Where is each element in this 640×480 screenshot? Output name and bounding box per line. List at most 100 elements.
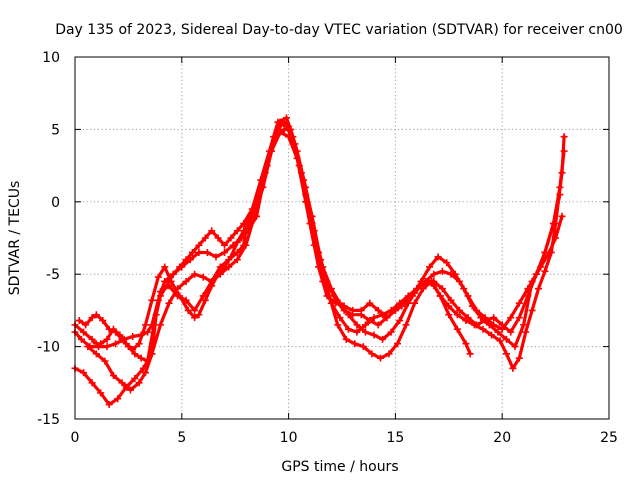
- data-point-marker: [426, 263, 434, 271]
- data-point-marker: [97, 340, 105, 348]
- data-point-marker: [402, 321, 410, 329]
- data-point-marker: [135, 379, 143, 387]
- data-point-marker: [221, 248, 229, 256]
- data-point-marker: [293, 154, 301, 162]
- data-point-marker: [490, 314, 498, 322]
- data-point-marker: [485, 321, 493, 329]
- data-point-marker: [556, 183, 564, 191]
- data-point-marker: [558, 212, 566, 220]
- y-tick-label: 0: [51, 195, 60, 211]
- data-point-marker: [507, 314, 515, 322]
- data-point-marker: [310, 241, 318, 249]
- data-point-marker: [502, 350, 510, 358]
- y-tick-label: 10: [42, 50, 60, 66]
- data-point-marker: [507, 328, 515, 336]
- data-point-marker: [394, 340, 402, 348]
- data-point-marker: [174, 285, 182, 293]
- data-point-marker: [131, 374, 139, 382]
- data-point-marker: [560, 147, 568, 155]
- plot-frame: [74, 56, 610, 420]
- data-point-marker: [199, 273, 207, 281]
- data-point-marker: [208, 227, 216, 235]
- data-point-marker: [203, 248, 211, 256]
- data-point-marker: [112, 328, 120, 336]
- data-point-marker: [97, 389, 105, 397]
- data-point-marker: [336, 314, 344, 322]
- data-point-marker: [436, 292, 444, 300]
- data-point-marker: [342, 335, 350, 343]
- data-point-marker: [344, 325, 352, 333]
- series-trace: [86, 130, 562, 392]
- data-point-marker: [443, 259, 451, 267]
- data-point-marker: [344, 311, 352, 319]
- chart-title: Day 135 of 2023, Sidereal Day-to-day VTE…: [55, 22, 623, 38]
- data-point-marker: [182, 256, 190, 264]
- data-point-marker: [282, 114, 290, 122]
- x-tick-label: 0: [71, 430, 80, 446]
- data-point-marker: [161, 277, 169, 285]
- data-point-marker: [250, 212, 258, 220]
- data-point-marker: [191, 306, 199, 314]
- data-point-marker: [462, 340, 470, 348]
- data-point-marker: [438, 267, 446, 275]
- data-point-marker: [494, 328, 502, 336]
- data-point-marker: [466, 350, 474, 358]
- data-point-marker: [103, 343, 111, 351]
- data-point-marker: [114, 395, 122, 403]
- data-point-marker: [430, 270, 438, 278]
- data-point-marker: [99, 317, 107, 325]
- data-point-marker: [82, 321, 90, 329]
- data-point-marker: [105, 401, 113, 409]
- data-point-marker: [156, 321, 164, 329]
- data-point-marker: [216, 270, 224, 278]
- data-point-marker: [195, 311, 203, 319]
- data-point-marker: [353, 321, 361, 329]
- data-point-marker: [212, 253, 220, 261]
- data-point-marker: [144, 328, 152, 336]
- data-point-marker: [148, 350, 156, 358]
- data-point-marker: [376, 354, 384, 362]
- data-point-marker: [141, 369, 149, 377]
- data-point-marker: [438, 285, 446, 293]
- data-point-marker: [233, 227, 241, 235]
- data-point-marker: [404, 292, 412, 300]
- data-point-marker: [165, 299, 173, 307]
- data-point-marker: [302, 198, 310, 206]
- data-point-marker: [370, 314, 378, 322]
- data-point-marker: [240, 220, 248, 228]
- data-point-marker: [396, 299, 404, 307]
- data-point-marker: [509, 364, 517, 372]
- data-point-marker: [552, 234, 560, 242]
- data-point-marker: [522, 328, 530, 336]
- data-point-marker: [259, 183, 267, 191]
- data-point-marker: [434, 253, 442, 261]
- data-point-marker: [353, 328, 361, 336]
- data-point-marker: [340, 302, 348, 310]
- data-point-marker: [379, 335, 387, 343]
- data-point-marker: [387, 328, 395, 336]
- data-point-marker: [182, 277, 190, 285]
- data-point-marker: [88, 379, 96, 387]
- data-point-marker: [515, 299, 523, 307]
- data-point-marker: [150, 321, 158, 329]
- data-point-marker: [496, 337, 504, 345]
- data-point-marker: [451, 270, 459, 278]
- data-point-marker: [191, 314, 199, 322]
- data-point-marker: [285, 133, 293, 141]
- y-tick-label: 5: [51, 122, 60, 138]
- data-point-marker: [227, 253, 235, 261]
- data-point-marker: [77, 335, 85, 343]
- y-tick-label: -10: [37, 340, 60, 356]
- x-tick-label: 10: [280, 430, 298, 446]
- data-point-marker: [453, 311, 461, 319]
- data-point-marker: [396, 317, 404, 325]
- data-point-marker: [242, 241, 250, 249]
- data-point-marker: [201, 296, 209, 304]
- data-point-marker: [184, 306, 192, 314]
- data-point-marker: [80, 328, 88, 336]
- data-point-marker: [453, 325, 461, 333]
- data-point-marker: [163, 282, 171, 290]
- data-point-marker: [468, 302, 476, 310]
- data-point-marker: [276, 128, 284, 136]
